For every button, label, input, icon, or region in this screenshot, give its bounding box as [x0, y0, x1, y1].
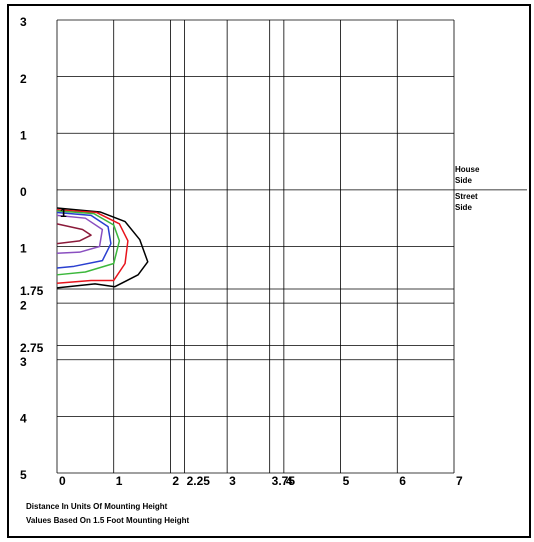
x-tick-label: 3	[229, 474, 236, 488]
x-tick-label: 2.25	[187, 474, 211, 488]
contour-line	[56, 214, 104, 255]
x-tick-label: 7	[456, 474, 463, 488]
frame	[7, 4, 531, 538]
x-tick-label: 0	[59, 474, 66, 488]
y-tick-label: 2	[20, 72, 27, 86]
contour-label: 1	[60, 206, 67, 220]
side-label: Street Side	[455, 192, 478, 212]
contour-line	[56, 211, 112, 269]
contour-line	[56, 207, 149, 289]
x-axis-label: Distance In Units Of Mounting Height	[26, 502, 168, 511]
x-tick-label: 3.75	[272, 474, 296, 488]
y-tick-label: 3	[20, 15, 27, 29]
x-tick-label: 6	[399, 474, 406, 488]
x-tick-label: 2	[172, 474, 179, 488]
y-tick-label: 5	[20, 468, 27, 482]
note: Values Based On 1.5 Foot Mounting Height	[26, 516, 189, 525]
y-tick-label: 4	[20, 412, 27, 426]
x-tick-label: 4	[286, 474, 293, 488]
contour-line	[56, 223, 92, 245]
x-tick-label: 5	[343, 474, 350, 488]
y-tick-label: 0	[20, 185, 27, 199]
x-tick-label: 1	[116, 474, 123, 488]
y-tick-label: 2	[20, 298, 27, 312]
contour-line	[56, 208, 129, 285]
y-tick-label: 1	[20, 128, 27, 142]
y-tick-label: 1	[20, 242, 27, 256]
y-tick-label: 3	[20, 355, 27, 369]
contour-line	[56, 210, 121, 276]
y-tick-label: 1.75	[20, 284, 44, 298]
y-tick-label: 2.75	[20, 341, 44, 355]
side-label: House Side	[455, 165, 480, 185]
